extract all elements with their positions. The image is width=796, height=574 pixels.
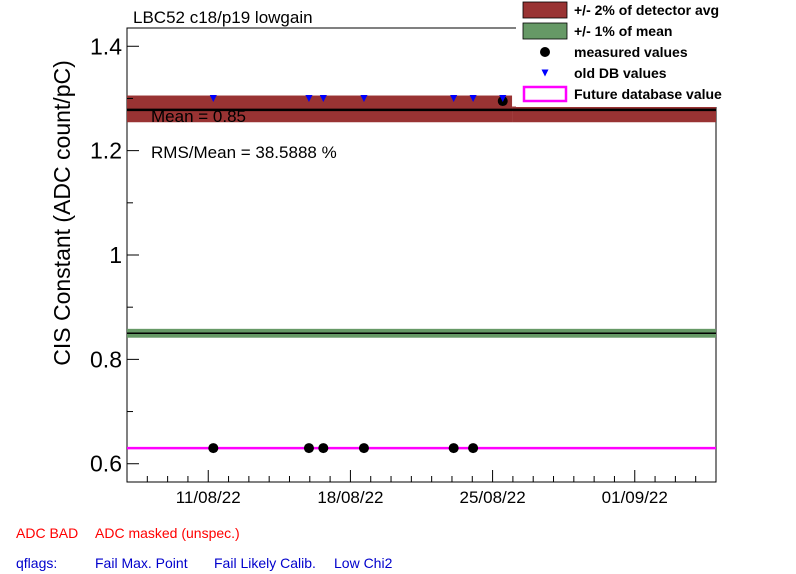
legend-label-0: +/- 2% of detector avg bbox=[574, 2, 719, 18]
old-db-point-2 bbox=[319, 94, 327, 102]
points-layer bbox=[208, 94, 508, 454]
legend-swatch-0 bbox=[522, 1, 568, 19]
measured-point-0 bbox=[208, 443, 219, 454]
legend-label-1: +/- 1% of mean bbox=[574, 23, 672, 39]
old-db-point-6 bbox=[499, 94, 507, 102]
x-tick-label: 01/09/22 bbox=[602, 488, 668, 507]
legend-swatch-1 bbox=[522, 22, 568, 40]
legend-label-2: measured values bbox=[574, 44, 688, 60]
old-db-point-1 bbox=[305, 94, 313, 102]
old-db-point-0 bbox=[209, 94, 217, 102]
old-db-point-4 bbox=[450, 94, 458, 102]
x-tick-label: 25/08/22 bbox=[459, 488, 525, 507]
legend-swatch-2 bbox=[540, 47, 550, 57]
y-tick-label: 1.4 bbox=[90, 33, 122, 59]
measured-point-1 bbox=[303, 443, 314, 454]
legend-swatch-3 bbox=[541, 69, 549, 77]
low-chi2-label: Low Chi2 bbox=[334, 555, 393, 571]
measured-point-5 bbox=[468, 443, 479, 454]
x-tick-label: 18/08/22 bbox=[317, 488, 383, 507]
mean-annotation: Mean = 0.85 bbox=[151, 107, 246, 126]
fail-likely-calib-label: Fail Likely Calib. bbox=[214, 555, 316, 571]
bands-layer bbox=[127, 95, 716, 338]
legend: +/- 2% of detector avg +/- 1% of mean meas… bbox=[516, 0, 795, 107]
y-tick-label: 0.8 bbox=[90, 346, 122, 372]
measured-point-2 bbox=[318, 443, 329, 454]
legend-label-4: Future database value bbox=[574, 86, 722, 102]
chart-title: LBC52 c18/p19 lowgain bbox=[133, 8, 313, 27]
y-tick-label: 0.6 bbox=[90, 451, 122, 477]
adc-masked-label: ADC masked (unspec.) bbox=[95, 525, 240, 541]
old-db-point-3 bbox=[360, 94, 368, 102]
fail-max-point-label: Fail Max. Point bbox=[95, 555, 188, 571]
measured-point-4 bbox=[448, 443, 459, 454]
axes-layer: 0.6 0.8 1 1.2 1.4 11/08/22 18/08/22 25/08/22 01/… bbox=[90, 33, 717, 507]
legend-label-3: old DB values bbox=[574, 65, 667, 81]
measured-point-3 bbox=[358, 443, 369, 454]
rms-annotation: RMS/Mean = 38.5888 % bbox=[151, 143, 337, 162]
x-tick-label: 11/08/22 bbox=[176, 488, 241, 507]
y-tick-label: 1 bbox=[109, 242, 122, 268]
legend-swatch-4 bbox=[522, 85, 568, 103]
adc-bad-label: ADC BAD bbox=[16, 525, 79, 541]
lines-layer bbox=[127, 108, 716, 450]
old-db-point-5 bbox=[469, 94, 477, 102]
y-axis-label: CIS Constant (ADC count/pC) bbox=[49, 60, 75, 366]
qflags-label: qflags: bbox=[16, 555, 58, 571]
y-tick-label: 1.2 bbox=[90, 138, 122, 164]
